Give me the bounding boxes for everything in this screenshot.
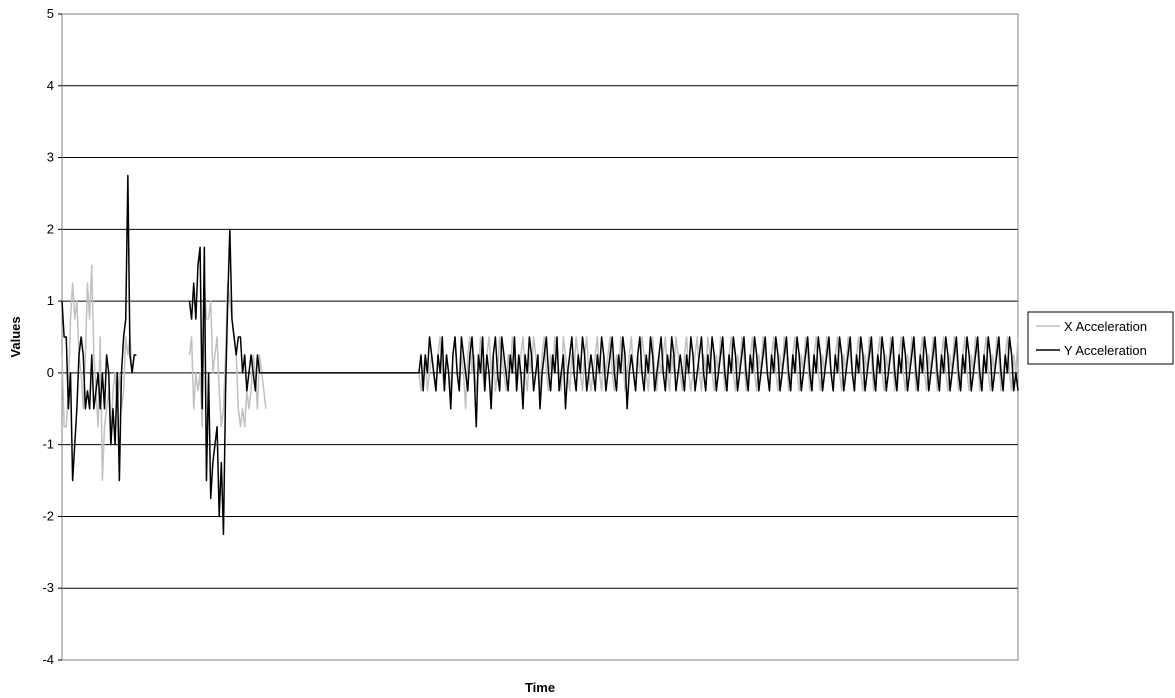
series-line-y-acceleration [61, 174, 1019, 536]
y-tick-label: -4 [42, 652, 54, 667]
y-axis-title: Values [8, 316, 23, 357]
y-tick-label: 4 [47, 78, 54, 93]
x-axis-title: Time [525, 680, 555, 695]
series-lines [61, 174, 1019, 536]
y-tick-label: -1 [42, 437, 54, 452]
y-tick-label: 2 [47, 221, 54, 236]
y-tick-label: 5 [47, 6, 54, 21]
y-tick-label: 1 [47, 293, 54, 308]
y-tick-label: -3 [42, 580, 54, 595]
y-tick-label: 0 [47, 365, 54, 380]
y-tick-label: -2 [42, 508, 54, 523]
y-axis-ticks: -4 -3 -2 -1 0 1 2 3 4 5 [42, 6, 62, 667]
legend-label-y-acceleration: Y Acceleration [1064, 343, 1147, 358]
legend-label-x-acceleration: X Acceleration [1064, 319, 1147, 334]
legend: X Acceleration Y Acceleration [1027, 311, 1174, 365]
legend-box [1027, 311, 1174, 365]
y-tick-label: 3 [47, 150, 54, 165]
gridlines [62, 85, 1018, 589]
